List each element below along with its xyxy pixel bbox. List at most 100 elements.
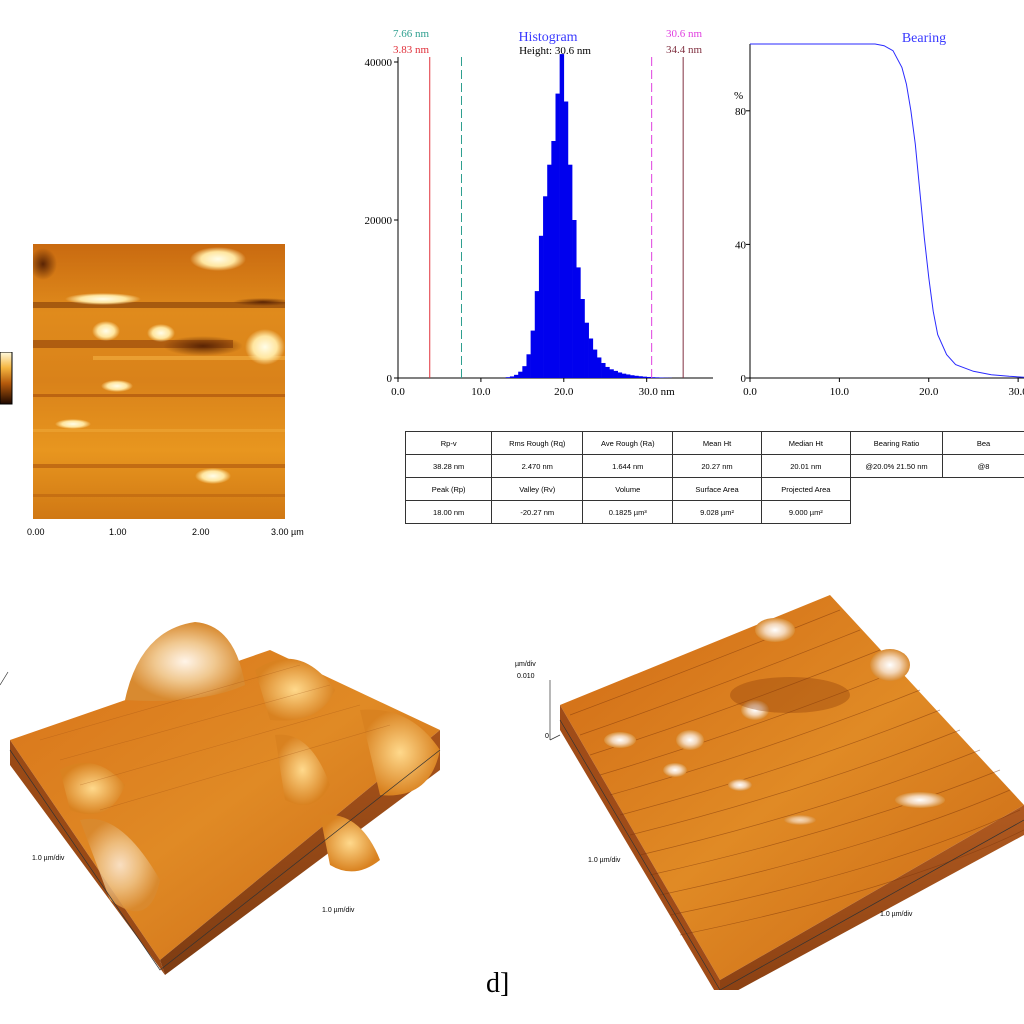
table-cell: 9.028 µm² <box>672 500 762 524</box>
afm-x-tick: 2.00 <box>192 527 210 537</box>
bearing-x-tick-label: 10.0 <box>830 386 850 398</box>
bearing-x-tick-label: 20.0 <box>919 386 939 398</box>
histogram-bar <box>630 375 635 378</box>
histogram-x-tick-label: 20.0 <box>554 386 574 398</box>
histogram-y-tick-label: 20000 <box>365 215 393 227</box>
table-cell: 9.000 µm² <box>760 500 852 524</box>
table-cell: Bearing Ratio <box>850 431 943 455</box>
histogram-bar <box>596 357 602 378</box>
table-cell: -20.27 nm <box>491 500 584 524</box>
bearing-y-tick-label: 0 <box>741 373 747 385</box>
bearing-y-tick-label: 80 <box>735 106 747 118</box>
afm-x-tick: 3.00 µm <box>271 527 304 537</box>
histogram-bar <box>638 376 643 378</box>
right-3d-x-axis-label: 1.0 µm/div <box>880 911 913 918</box>
histogram-title: Histogram <box>518 30 577 45</box>
histogram-bar <box>559 54 565 378</box>
histogram-bar <box>650 377 656 378</box>
histogram-bar <box>576 267 581 378</box>
histogram-x-tick-label: 0.0 <box>391 386 405 398</box>
histogram-bar <box>567 164 573 378</box>
table-cell: Bea <box>942 431 1024 455</box>
histogram-bar <box>621 373 627 378</box>
histogram-bar <box>605 366 610 378</box>
histogram-marker-label: 30.6 nm <box>666 28 703 40</box>
histogram-bar <box>592 349 598 378</box>
histogram-marker-label: 7.66 nm <box>393 28 430 40</box>
histogram-bar <box>617 372 623 378</box>
table-cell: 38.28 nm <box>404 454 493 478</box>
histogram-bar <box>538 235 544 378</box>
histogram-bar <box>609 369 614 378</box>
histogram-bar <box>572 220 577 378</box>
table-cell: Projected Area <box>760 477 852 501</box>
afm-x-tick: 0.00 <box>27 527 45 537</box>
histogram-bar <box>543 196 548 378</box>
bearing-title: Bearing <box>902 31 946 46</box>
right-3d-y-axis-label: 1.0 µm/div <box>588 857 621 864</box>
table-cell: Median Ht <box>760 431 852 455</box>
histogram-bar <box>613 370 618 378</box>
histogram-x-tick-label: 10.0 <box>471 386 491 398</box>
table-cell: 18.00 nm <box>404 500 493 524</box>
histogram-bar <box>526 354 531 378</box>
table-cell: Volume <box>582 477 674 501</box>
table-cell: @20.0% 21.50 nm <box>850 454 943 478</box>
right-3d-z-unit: µm/div <box>515 661 536 668</box>
bearing-y-axis-label: % <box>734 90 743 102</box>
histogram-bar <box>555 93 560 378</box>
bearing-y-tick-label: 40 <box>735 239 747 251</box>
bearing-curve <box>750 43 1024 378</box>
table-cell: 2.470 nm <box>491 454 584 478</box>
histogram-height-label: Height: 30.6 nm <box>519 45 591 57</box>
table-cell: Rms Rough (Rq) <box>491 431 584 455</box>
table-cell: 1.644 nm <box>582 454 674 478</box>
histogram-bar <box>601 362 606 378</box>
table-cell: 0.1825 µm³ <box>582 500 674 524</box>
table-cell: Peak (Rp) <box>404 477 493 501</box>
histogram-bar <box>642 376 647 378</box>
bearing-x-tick-label: 30.0 <box>1009 386 1024 398</box>
table-cell: Valley (Rv) <box>491 477 584 501</box>
roughness-stats-table: Rp-v Rms Rough (Rq) Ave Rough (Ra) Mean … <box>404 431 1024 524</box>
histogram-bar <box>551 141 556 378</box>
histogram-bar <box>625 374 631 378</box>
histogram-bar <box>518 371 523 378</box>
histogram-bar <box>580 299 585 378</box>
table-cell: Mean Ht <box>672 431 762 455</box>
histogram-y-tick-label: 0 <box>387 373 393 385</box>
histogram-y-tick-label: 40000 <box>365 57 393 69</box>
histogram-bar <box>634 375 639 378</box>
table-cell: 20.27 nm <box>672 454 762 478</box>
table-cell: @8 <box>942 454 1024 478</box>
histogram-bar <box>514 374 519 378</box>
table-cell: Surface Area <box>672 477 762 501</box>
height-color-scale <box>0 352 13 405</box>
left-3d-y-axis-label: 1.0 µm/div <box>32 855 65 862</box>
right-3d-z-zero: 0 <box>545 733 549 740</box>
afm-3d-surface-right <box>549 595 1024 990</box>
histogram-bar <box>530 330 536 378</box>
histogram-bar <box>563 101 569 378</box>
table-cell: Rp-v <box>404 431 493 455</box>
histogram-marker-label: 3.83 nm <box>393 44 430 56</box>
histogram-bar <box>646 376 652 378</box>
table-cell: Ave Rough (Ra) <box>582 431 674 455</box>
histogram-bar <box>522 366 527 378</box>
histogram-x-tick-label: 30.0 nm <box>639 386 676 398</box>
panel-label: d] <box>486 968 510 999</box>
histogram-bar <box>588 338 594 378</box>
bearing-x-tick-label: 0.0 <box>743 386 757 398</box>
bearing-chart: 0 40 80 0.0 10.0 20.0 30.0% Bearing <box>734 31 1024 398</box>
table-cell: 20.01 nm <box>760 454 852 478</box>
left-3d-x-axis-label: 1.0 µm/div <box>322 907 355 914</box>
afm-x-tick: 1.00 <box>109 527 127 537</box>
histogram-bar <box>509 376 515 378</box>
afm-3d-surface-left <box>0 622 441 975</box>
histogram-bar <box>654 377 660 378</box>
histogram-chart: 0 20000 40000 0.0 10.0 20.0 30.0 nm 7.66 nm 3.83… <box>365 28 713 398</box>
afm-height-image <box>33 244 285 519</box>
histogram-bar <box>505 377 511 378</box>
histogram-bar <box>547 164 552 378</box>
right-3d-z-max: 0.010 <box>517 673 535 680</box>
